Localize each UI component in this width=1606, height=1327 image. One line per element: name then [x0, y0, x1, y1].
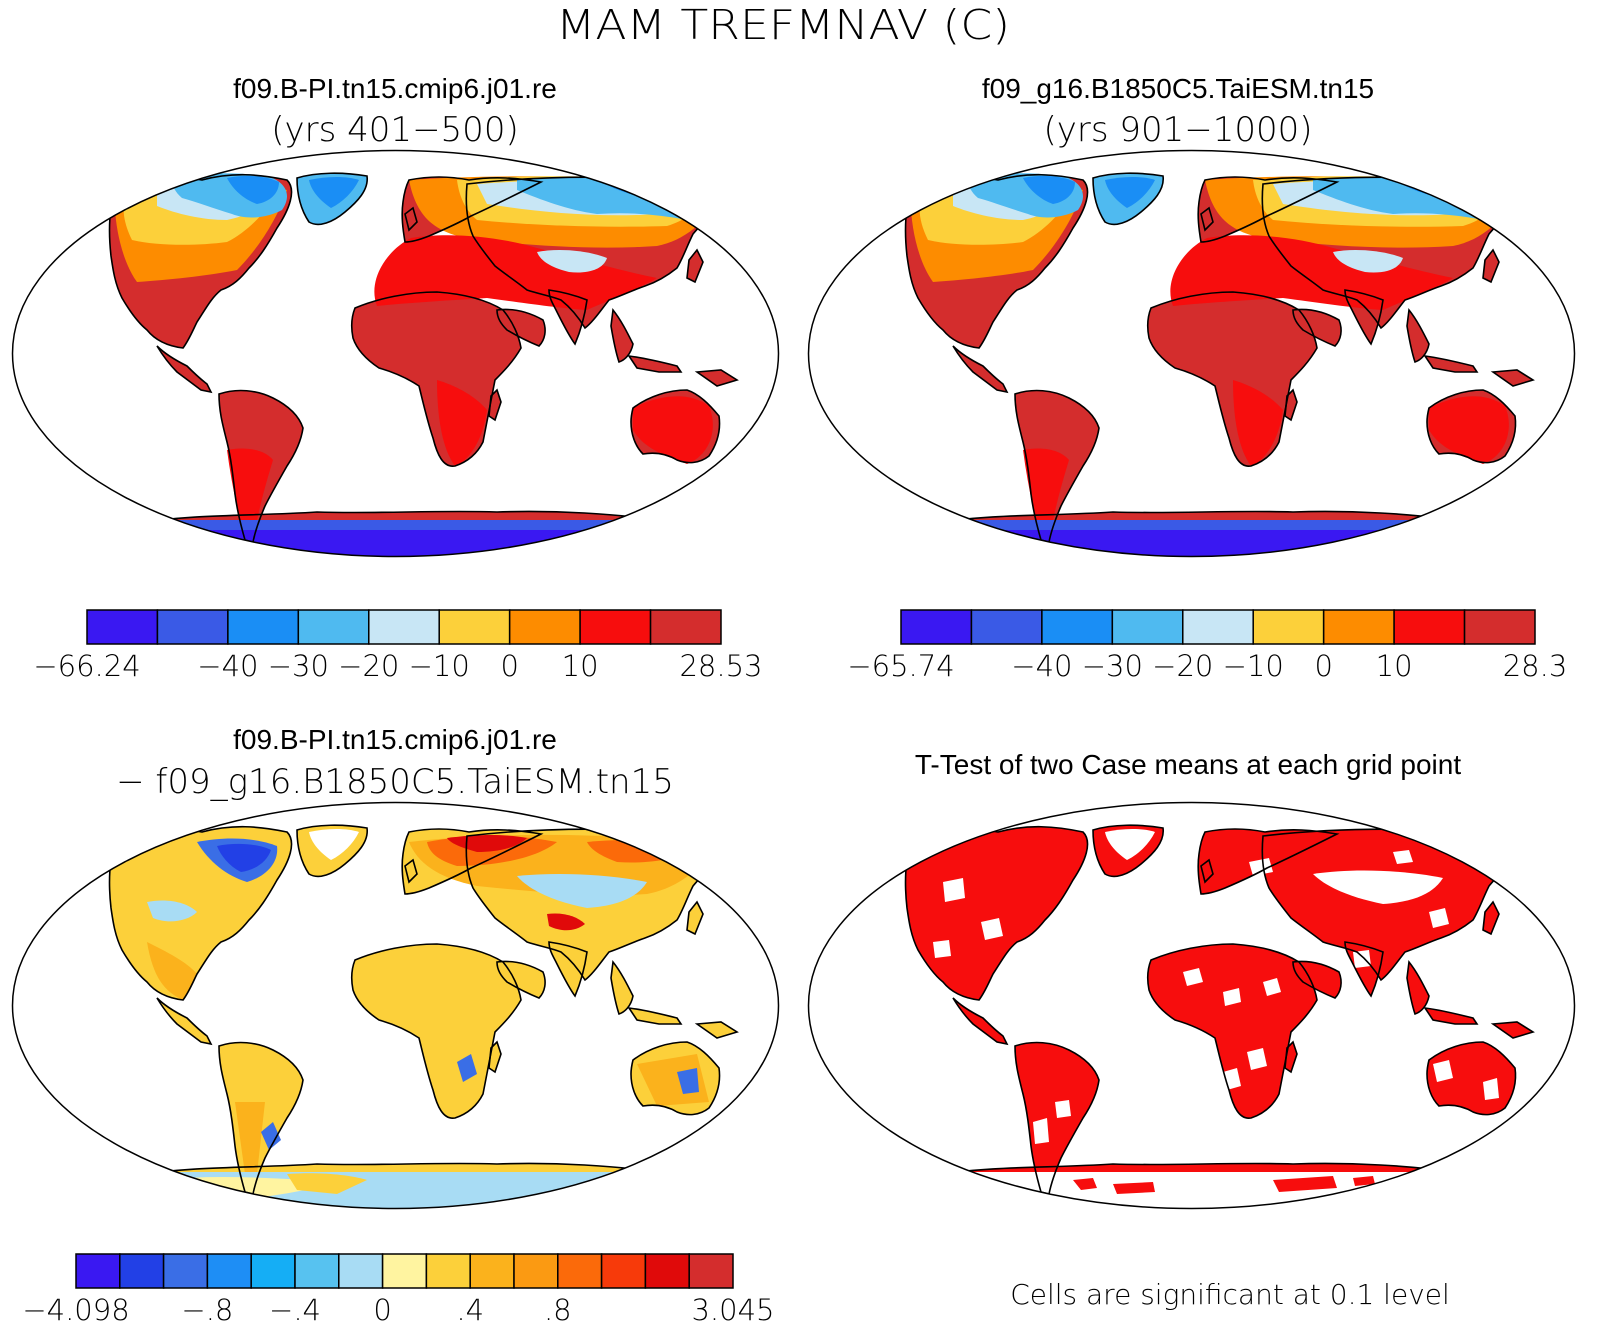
significance-note: Cells are significant at 0.1 level — [1010, 1278, 1450, 1311]
colorbar-swatch — [579, 609, 652, 645]
colorbar-tick-label: 28.53 — [679, 649, 762, 683]
colorbar-tick-label: −10 — [1223, 649, 1284, 683]
panel-ttest-title: T-Test of two Case means at each grid po… — [915, 749, 1461, 780]
map-case2 — [807, 149, 1576, 558]
colorbar-swatch — [1111, 609, 1184, 645]
colorbar-tick-label: −30 — [268, 649, 329, 683]
colorbar-swatch — [469, 1253, 515, 1289]
colorbar-swatch — [425, 1253, 471, 1289]
colorbar-swatch — [368, 609, 440, 645]
colorbar-case1: −66.24 −40 −30 −20 −10 0 10 28.53 — [33, 609, 763, 683]
colorbar-swatch — [381, 1253, 428, 1289]
colorbar-swatch — [1182, 609, 1254, 645]
colorbar-tick-label: 28.3 — [1503, 649, 1568, 683]
panel-case2: f09_g16.B1850C5.TaiESM.tn15 (yrs 901−100… — [807, 73, 1576, 683]
map-diff — [11, 801, 780, 1210]
colorbar-swatch — [970, 609, 1043, 645]
colorbar-swatch — [338, 1253, 384, 1289]
colorbar-tick-label: −20 — [1152, 649, 1213, 683]
map-case1 — [11, 149, 780, 558]
colorbar-tick-label: −.4 — [269, 1293, 321, 1327]
colorbar-case2: −65.74 −40 −30 −20 −10 0 10 28.3 — [847, 609, 1568, 683]
colorbar-tick-label: −20 — [338, 649, 399, 683]
panel-ttest: T-Test of two Case means at each grid po… — [807, 749, 1576, 1311]
colorbar-swatch — [644, 1253, 690, 1289]
panel-case2-subtitle: (yrs 901−1000) — [1043, 110, 1312, 150]
colorbar-swatch — [513, 1253, 559, 1289]
colorbar-swatch — [119, 1253, 165, 1289]
panel-case2-title: f09_g16.B1850C5.TaiESM.tn15 — [982, 73, 1374, 104]
colorbar-swatch — [438, 609, 511, 645]
colorbar-swatch — [1393, 609, 1466, 645]
colorbar-tick-label: −40 — [1011, 649, 1072, 683]
colorbar-swatch — [557, 1253, 603, 1289]
colorbar-swatch — [156, 609, 229, 645]
colorbar-tick-label: 10 — [562, 649, 599, 683]
colorbar-tick-label: 0 — [500, 649, 518, 683]
colorbar-tick-label: 0 — [1314, 649, 1332, 683]
colorbar-swatch — [86, 609, 159, 645]
colorbar-tick-label: −4.098 — [22, 1293, 129, 1327]
colorbar-swatch — [1322, 609, 1395, 645]
colorbar-diff: −4.098 −.8 −.4 0 .4 .8 3.045 — [22, 1253, 775, 1327]
colorbar-swatch — [162, 1253, 209, 1289]
colorbar-tick-label: −.8 — [181, 1293, 233, 1327]
colorbar-swatch — [294, 1253, 340, 1289]
colorbar-swatch — [227, 609, 300, 645]
colorbar-swatch — [688, 1253, 734, 1289]
panel-diff: f09.B-PI.tn15.cmip6.j01.re − f09_g16.B18… — [11, 724, 780, 1327]
colorbar-swatch — [600, 1253, 647, 1289]
colorbar-tick-label: −65.74 — [847, 649, 954, 683]
colorbar-swatch — [297, 609, 370, 645]
colorbar-tick-label: 3.045 — [691, 1293, 774, 1327]
colorbar-tick-label: −66.24 — [33, 649, 140, 683]
colorbar-tick-label: .4 — [456, 1293, 484, 1327]
colorbar-swatch — [1041, 609, 1114, 645]
colorbar-tick-label: 10 — [1376, 649, 1413, 683]
colorbar-swatch — [206, 1253, 252, 1289]
colorbar-tick-label: −40 — [197, 649, 258, 683]
colorbar-swatch — [1252, 609, 1325, 645]
panel-diff-subtitle: − f09_g16.B1850C5.TaiESM.tn15 — [116, 762, 674, 802]
colorbar-swatch — [508, 609, 581, 645]
panel-case1-title: f09.B-PI.tn15.cmip6.j01.re — [233, 73, 557, 104]
colorbar-swatch — [75, 1253, 121, 1289]
map-ttest — [807, 801, 1576, 1210]
colorbar-tick-label: .8 — [544, 1293, 572, 1327]
panel-case1: f09.B-PI.tn15.cmip6.j01.re (yrs 401−500)… — [11, 73, 780, 683]
colorbar-swatch — [1463, 609, 1536, 645]
panel-diff-title: f09.B-PI.tn15.cmip6.j01.re — [233, 724, 557, 755]
colorbar-tick-label: −10 — [409, 649, 470, 683]
colorbar-tick-label: 0 — [373, 1293, 391, 1327]
colorbar-swatch — [250, 1253, 296, 1289]
colorbar-tick-label: −30 — [1082, 649, 1143, 683]
colorbar-swatch — [649, 609, 722, 645]
figure-title: MAM TREFMNAV (C) — [556, 1, 1010, 49]
panel-case1-subtitle: (yrs 401−500) — [271, 110, 518, 150]
colorbar-swatch — [900, 609, 973, 645]
